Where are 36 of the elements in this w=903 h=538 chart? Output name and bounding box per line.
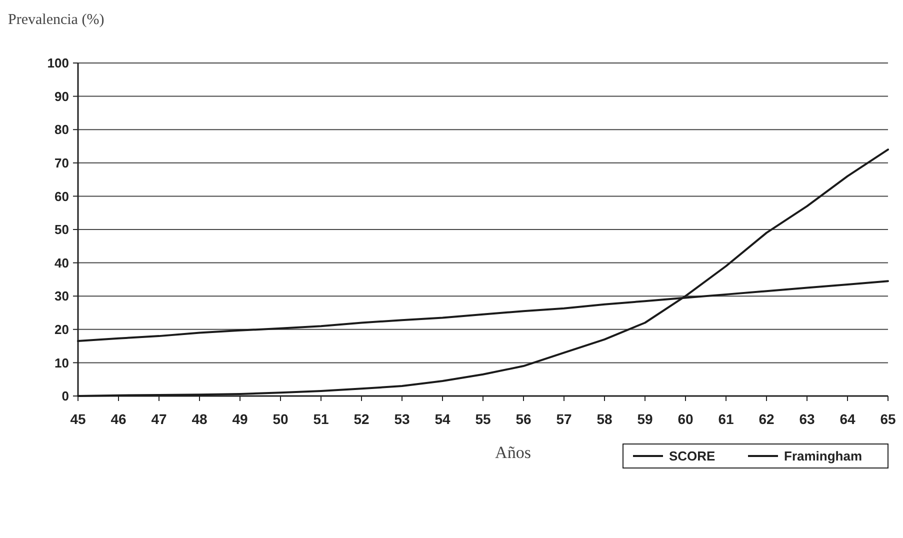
x-tick-label: 54 (434, 411, 450, 427)
y-tick-label: 100 (47, 56, 69, 71)
x-tick-label: 56 (516, 411, 532, 427)
y-tick-label: 20 (54, 322, 69, 337)
x-tick-label: 47 (151, 411, 167, 427)
y-tick-label: 80 (54, 122, 69, 138)
x-tick-label: 65 (880, 411, 896, 427)
y-tick-label: 10 (54, 355, 69, 370)
x-tick-label: 57 (556, 411, 572, 427)
y-tick-label: 70 (54, 155, 69, 170)
y-tick-label: 0 (62, 388, 69, 404)
legend-label: Framingham (784, 448, 862, 464)
x-tick-label: 50 (272, 411, 288, 427)
x-tick-label: 49 (232, 411, 248, 427)
x-tick-label: 64 (840, 411, 856, 427)
y-axis-title: Prevalencia (%) (8, 12, 104, 28)
x-tick-label: 48 (192, 411, 208, 427)
x-tick-label: 61 (718, 411, 734, 427)
x-tick-label: 45 (70, 411, 86, 427)
x-tick-label: 52 (354, 411, 370, 427)
x-tick-label: 62 (758, 411, 774, 427)
x-axis-title: Años (495, 443, 531, 462)
x-tick-label: 63 (799, 411, 815, 427)
x-tick-label: 55 (475, 411, 491, 427)
y-tick-label: 60 (54, 188, 69, 204)
x-tick-label: 53 (394, 411, 410, 427)
legend-label: SCORE (669, 448, 716, 464)
y-tick-label: 50 (54, 222, 69, 238)
x-tick-label: 59 (637, 411, 653, 427)
y-tick-label: 40 (54, 255, 69, 270)
y-tick-label: 30 (54, 288, 69, 304)
x-tick-label: 46 (110, 411, 126, 427)
x-tick-label: 58 (596, 411, 612, 427)
y-tick-label: 90 (54, 88, 69, 104)
x-tick-label: 51 (313, 411, 329, 427)
x-tick-label: 60 (678, 411, 694, 427)
